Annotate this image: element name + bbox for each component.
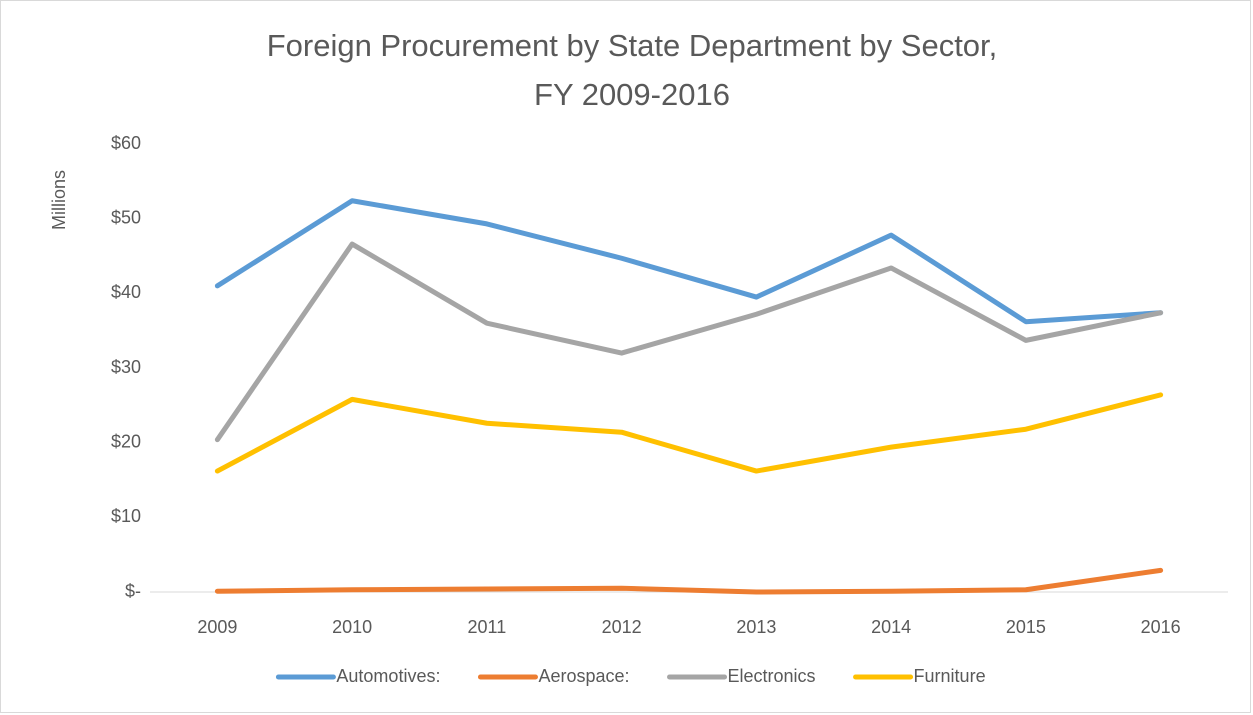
y-tick-label: $50	[111, 207, 141, 227]
x-tick-label: 2009	[197, 617, 237, 637]
chart-title: FY 2009-2016	[534, 77, 730, 112]
y-tick-label: $20	[111, 431, 141, 451]
legend-label: Furniture	[914, 666, 986, 686]
x-tick-label: 2010	[332, 617, 372, 637]
y-tick-label: $30	[111, 357, 141, 377]
legend-label: Electronics	[728, 666, 816, 686]
x-tick-label: 2011	[468, 617, 507, 637]
x-tick-label: 2012	[602, 617, 642, 637]
chart-title: Foreign Procurement by State Department …	[267, 28, 998, 63]
y-tick-label: $10	[111, 506, 141, 526]
y-axis-label: Millions	[49, 170, 69, 230]
y-tick-label: $60	[111, 133, 141, 153]
series-line	[214, 198, 1164, 325]
x-tick-label: 2016	[1141, 617, 1181, 637]
series-line	[214, 392, 1164, 474]
y-tick-label: $-	[125, 581, 141, 601]
x-tick-label: 2013	[736, 617, 776, 637]
legend-label: Automotives:	[336, 666, 440, 686]
series-line	[214, 567, 1164, 595]
series-line	[214, 241, 1164, 443]
x-tick-label: 2014	[871, 617, 911, 637]
legend-label: Aerospace:	[538, 666, 629, 686]
x-tick-label: 2015	[1006, 617, 1046, 637]
y-tick-label: $40	[111, 282, 141, 302]
